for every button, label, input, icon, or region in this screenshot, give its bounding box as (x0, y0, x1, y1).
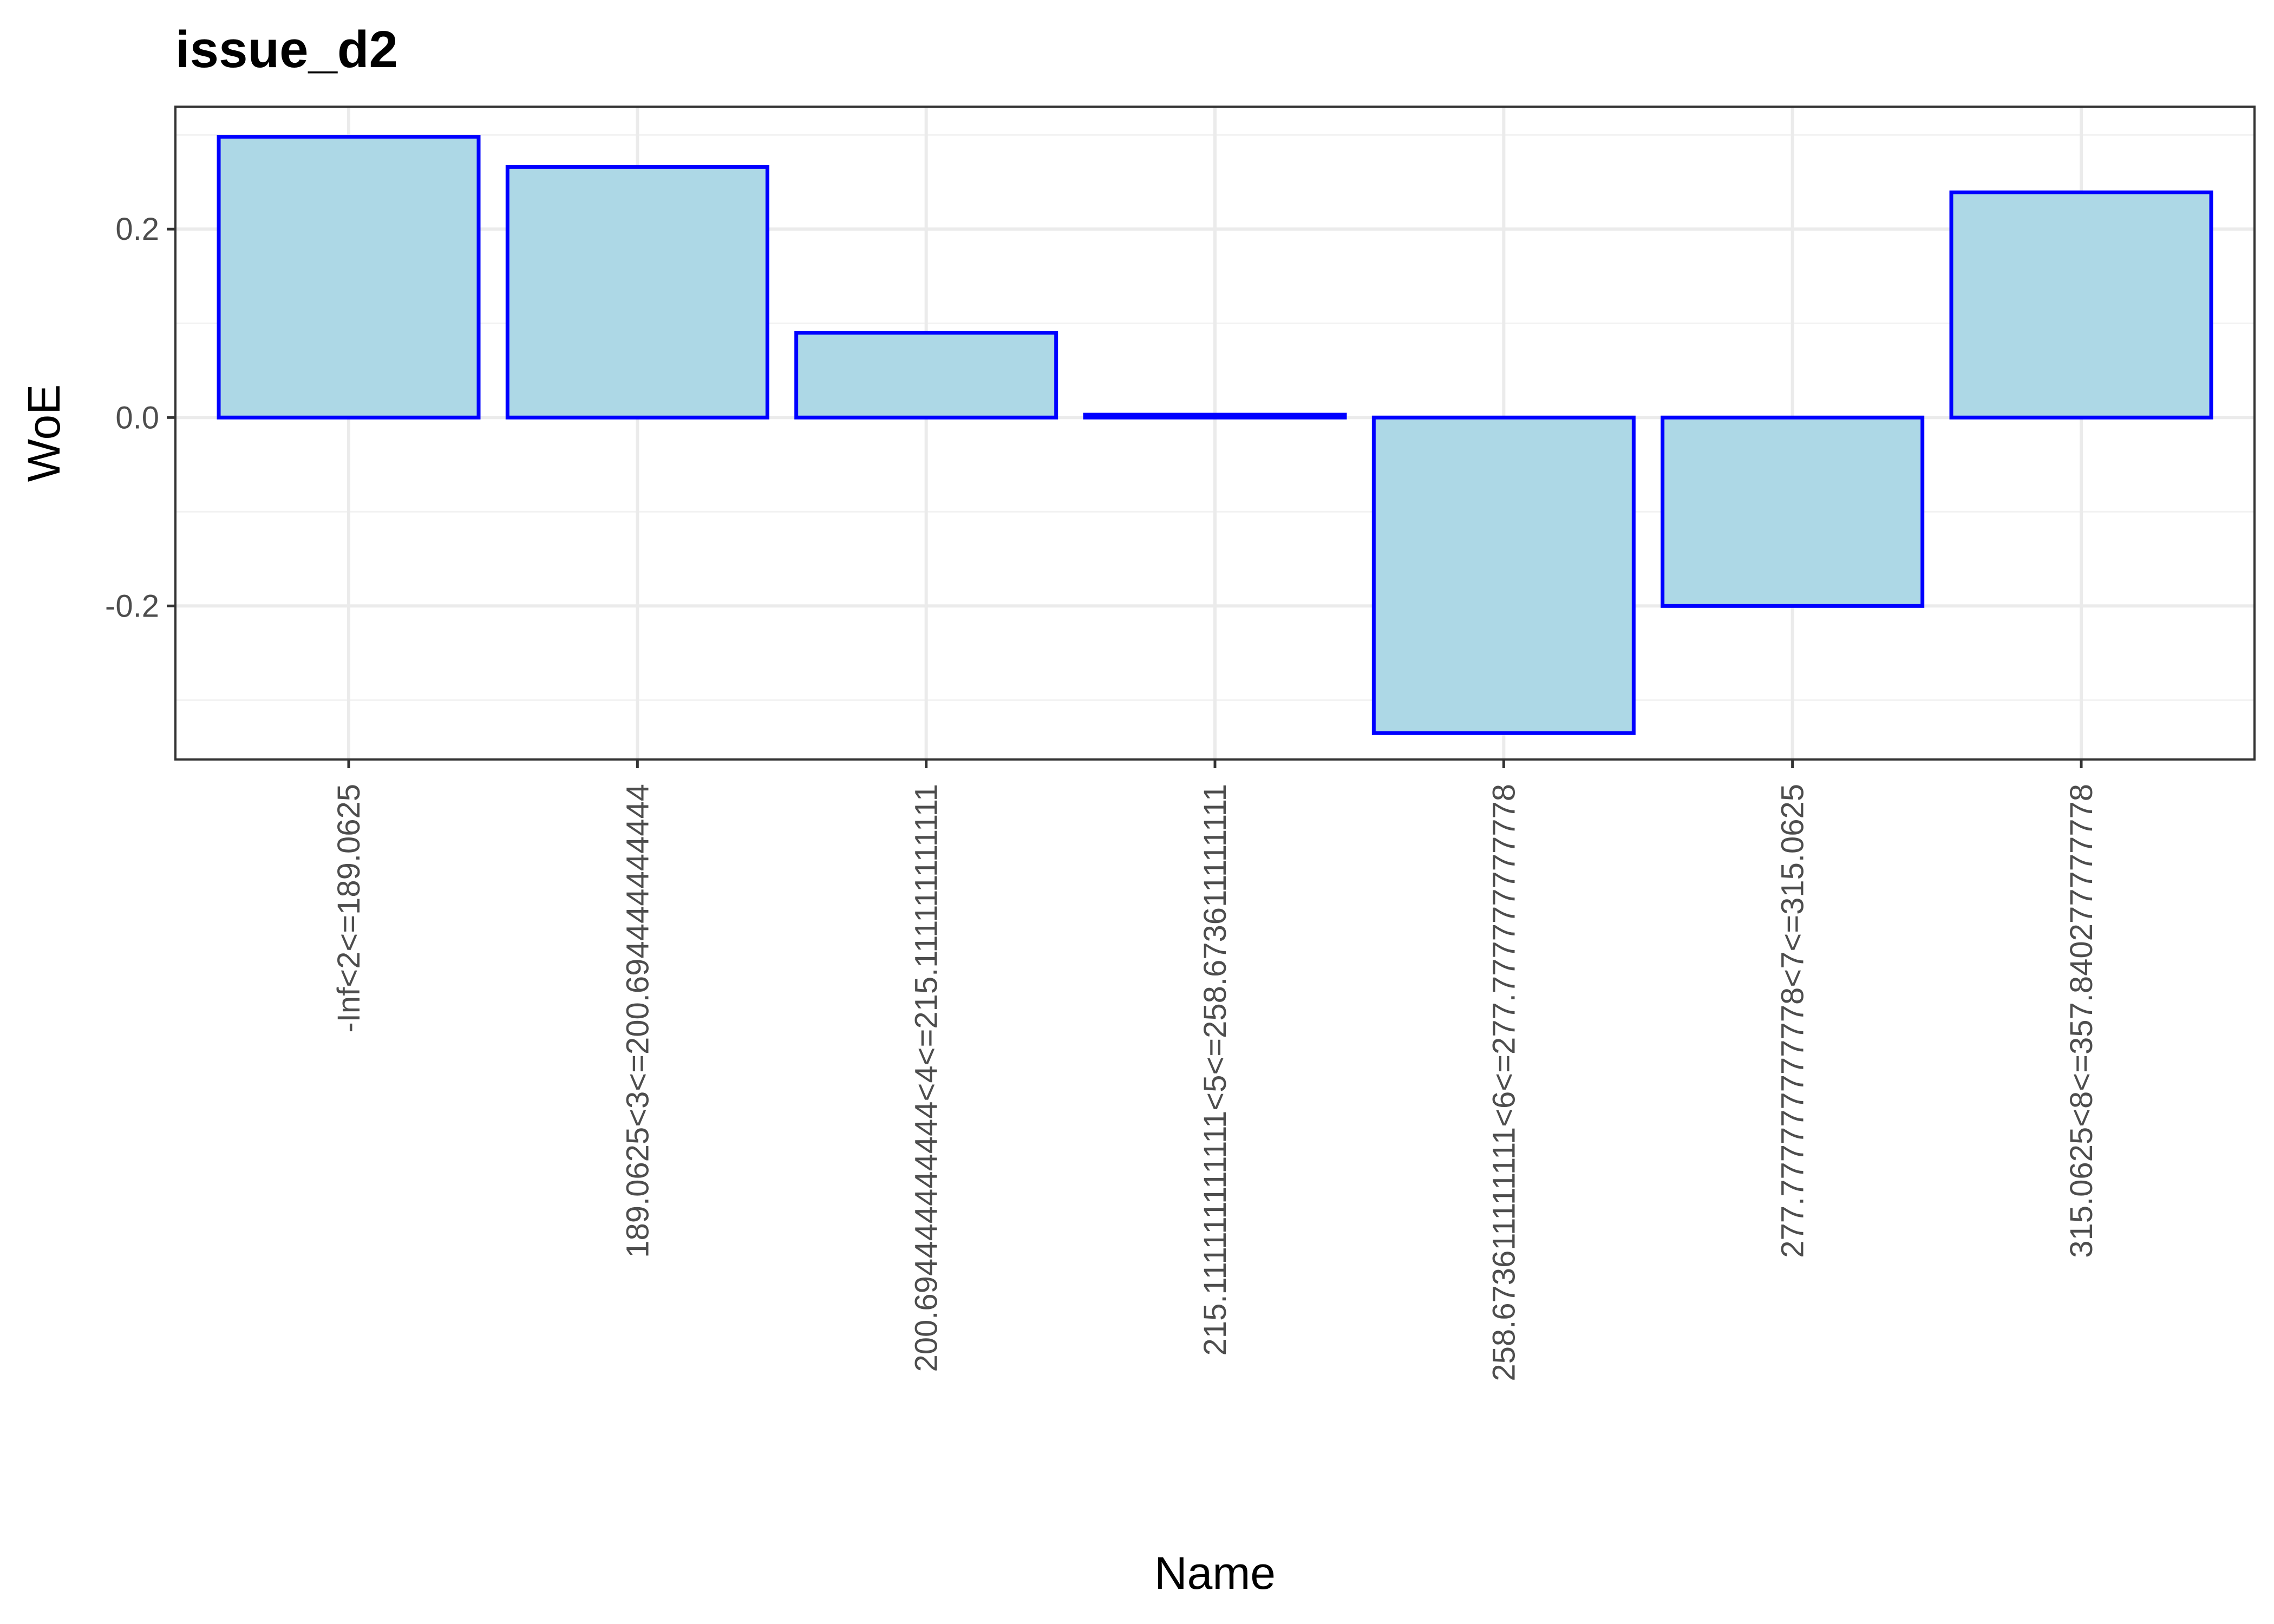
bar (1371, 415, 1636, 735)
y-tick-label: 0.2 (115, 212, 159, 247)
y-axis-title: WoE (18, 384, 69, 482)
y-axis: -0.2 0.0 0.2 (105, 212, 175, 624)
y-tick-label: -0.2 (105, 588, 159, 624)
bar (505, 165, 769, 420)
x-tick-label: 315.0625<8<=357.840277777778 (2064, 784, 2099, 1258)
x-tick-label: 277.777777777778<7<=315.0625 (1775, 784, 1811, 1258)
bars (217, 135, 2213, 735)
x-tick-label: 258.673611111111<6<=277.777777777778 (1486, 784, 1521, 1381)
x-axis-title: Name (1154, 1548, 1276, 1599)
x-axis: -Inf<2<=189.0625 189.0625<3<=200.69444444… (331, 759, 2099, 1381)
chart-title: issue_d2 (175, 21, 398, 78)
x-tick-label: -Inf<2<=189.0625 (331, 784, 367, 1033)
x-tick-label: 215.111111111111<5<=258.673611111111 (1198, 784, 1233, 1355)
grid-lines (175, 107, 2255, 759)
x-tick-label: 189.0625<3<=200.694444444444 (620, 784, 655, 1258)
bar (1083, 412, 1347, 420)
bar (1949, 190, 2213, 420)
x-tick-label: 200.694444444444<4<=215.111111111111 (909, 784, 944, 1372)
bar (1661, 415, 1925, 608)
bar (794, 331, 1058, 420)
bar (217, 135, 481, 420)
y-tick-label: 0.0 (115, 400, 159, 435)
